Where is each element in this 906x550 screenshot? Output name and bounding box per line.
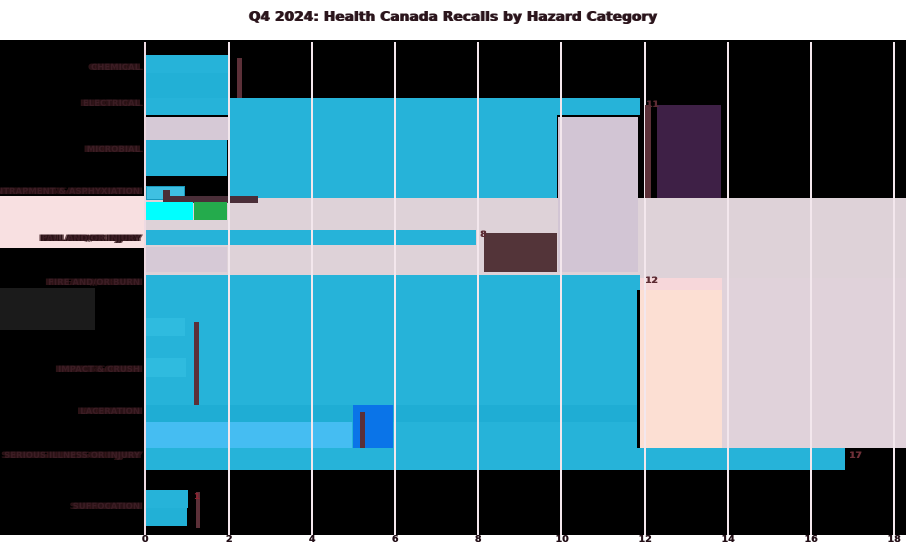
brown-block: [484, 233, 557, 272]
green-block: [194, 202, 227, 220]
gridline-6: [394, 42, 396, 535]
bar-laceration-lightblue: [146, 422, 352, 448]
ylabel-electrical: ELECTRICAL: [82, 99, 140, 109]
xtick-8: 8: [474, 534, 482, 545]
xtick-16: 16: [804, 534, 818, 545]
pink-left-band: [0, 196, 145, 248]
value-label-1: 1: [194, 492, 200, 501]
purple-block: [657, 105, 721, 198]
ylabel-suffocation: SUFFOCATION: [72, 502, 140, 512]
bar-suffocation-b: [146, 508, 187, 526]
thin-bar-5: [196, 492, 200, 528]
ylabel-microbial: MICROBIAL: [86, 145, 140, 155]
gridline-12: [644, 42, 646, 535]
gridline-14: [727, 42, 729, 535]
bar-block-mid-top: [228, 115, 557, 198]
lavender-block-c: [146, 247, 227, 272]
thin-bar-4: [360, 412, 365, 448]
gridline-16: [810, 42, 812, 535]
ylabel-impact: IMPACT & CRUSH: [58, 365, 140, 375]
value-label-11: 11: [646, 100, 659, 110]
peach-block-top-strip: [640, 278, 722, 290]
ylabel-entrapment: ENTRAPMENT & ASPHYXIATION: [0, 187, 140, 197]
aqua-block: [146, 202, 193, 220]
ylabel-chemical: CHEMICAL: [90, 63, 140, 73]
thin-bar-2: [645, 105, 651, 198]
ylabel-serious: SERIOUS ILLNESS OR INJURY: [4, 451, 140, 461]
bar-microbial: [146, 140, 227, 176]
xtick-2: 2: [225, 534, 233, 545]
gridline-2: [228, 42, 230, 535]
xtick-6: 6: [391, 534, 399, 545]
chart-title: Q4 2024: Health Canada Recalls by Hazard…: [248, 9, 658, 25]
value-label-8: 8: [480, 230, 487, 240]
gridline-10: [560, 42, 562, 535]
gridline-8: [477, 42, 479, 535]
peach-block: [640, 278, 722, 448]
xtick-10: 10: [555, 534, 569, 545]
charcoal-block: [0, 288, 95, 330]
thin-bar-3: [194, 322, 199, 405]
bar-suffocation-a: [146, 490, 188, 508]
deep-blue-block: [353, 405, 393, 448]
ylabel-laceration: LACERATION: [80, 407, 140, 417]
bar-shade-a: [146, 318, 185, 336]
value-label-12: 12: [645, 276, 658, 286]
thin-bar-1: [237, 58, 242, 98]
lavender-block-b: [558, 117, 638, 272]
bar-fall-injury: [145, 230, 476, 245]
dark-l-piece-horizontal: [163, 196, 258, 203]
xtick-14: 14: [721, 534, 735, 545]
ylabel-fall: FALL AND/OR INJURY: [41, 234, 140, 244]
gridline-18: [893, 42, 895, 535]
gridline-4: [311, 42, 313, 535]
lavender-block-a: [146, 117, 228, 140]
ylabel-fire: FIRE AND/OR BURN: [48, 278, 140, 288]
value-label-17: 17: [849, 451, 862, 461]
bar-chemical-a: [146, 55, 228, 73]
bar-serious-illness: [145, 448, 845, 470]
xtick-0: 0: [141, 534, 149, 545]
gridline-0: [144, 42, 146, 535]
xtick-4: 4: [308, 534, 316, 545]
bar-shade-b: [146, 358, 186, 377]
xtick-12: 12: [638, 534, 652, 545]
bar-electrical-wide: [145, 98, 640, 115]
bar-chemical-b: [146, 73, 229, 98]
xtick-18: 18: [887, 534, 901, 545]
bar-fire-burn: [145, 275, 640, 290]
